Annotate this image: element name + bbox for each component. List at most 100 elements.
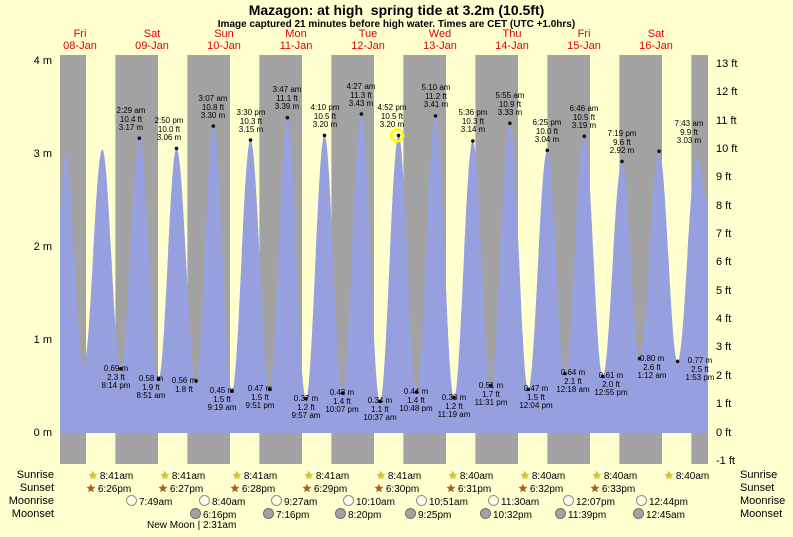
tide-point-dot: [359, 112, 364, 116]
y-axis-label-right: 0 ft: [716, 427, 732, 439]
day-label: Fri 15-Jan: [567, 28, 601, 52]
y-axis-label-right: 9 ft: [716, 171, 732, 183]
tide-point-dot: [137, 136, 142, 140]
sunrise-icon: ★: [448, 470, 458, 482]
tide-point-dot: [396, 133, 401, 138]
moonrise-entry: 11:30am: [488, 495, 540, 508]
tide-point-dot: [378, 399, 382, 404]
moonrise-time: 10:10am: [356, 497, 395, 508]
tide-point-dot: [637, 356, 642, 361]
moonset-entry: 9:25pm: [405, 508, 452, 521]
day-label: Tue 12-Jan: [351, 28, 385, 52]
moonrise-icon: [563, 495, 574, 506]
moonset-icon: [480, 508, 491, 519]
high-tide-annotation: 6:25 pm 10.0 ft 3.04 m: [532, 118, 562, 144]
moonset-icon: [263, 508, 274, 519]
sunrise-entry: ★ 8:41am: [88, 469, 133, 482]
sunrise-time: 8:40am: [675, 471, 710, 482]
sunset-entry: ★ 6:33pm: [590, 482, 635, 495]
high-tide-annotation: 2:29 am 10.4 ft 3.17 m: [116, 106, 146, 132]
low-tide-annotation: 0.47 m 1.5 ft 12:04 pm: [519, 384, 553, 410]
tide-point-dot: [322, 133, 327, 138]
day-label: Wed 13-Jan: [423, 28, 457, 52]
y-axis-label-right: 3 ft: [716, 341, 732, 353]
day-label: Sun 10-Jan: [207, 28, 241, 52]
sunset-time: 6:31pm: [457, 484, 492, 495]
y-axis-label-right: 2 ft: [716, 370, 732, 382]
low-tide-annotation: 0.44 m 1.4 ft 10:48 pm: [399, 387, 433, 413]
sunrise-entry: ★ 8:41am: [376, 469, 421, 482]
low-tide-annotation: 0.61 m 2.0 ft 12:55 pm: [594, 371, 628, 397]
sunset-icon: ★: [86, 483, 96, 495]
moonset-icon: [190, 508, 201, 519]
y-axis-label-right: 10 ft: [716, 143, 738, 155]
high-tide-annotation: 3:30 pm 10.3 ft 3.15 m: [236, 108, 266, 134]
y-axis-label-right: 8 ft: [716, 200, 732, 212]
high-tide-annotation: 6:46 am 10.5 ft 3.19 m: [569, 104, 599, 130]
chart-title: Mazagon: at high spring tide at 3.2m (10…: [248, 2, 545, 18]
sunrise-time: 8:41am: [315, 471, 350, 482]
day-label: Fri 08-Jan: [63, 28, 97, 52]
moonrise-icon: [416, 495, 427, 506]
sunrise-icon: ★: [520, 470, 530, 482]
low-tide-annotation: 0.51 m 1.7 ft 11:31 pm: [474, 381, 508, 407]
moonrise-icon: [636, 495, 647, 506]
moonrise-entry: 10:51am: [416, 495, 468, 508]
moonset-entry: 11:39pm: [555, 508, 607, 521]
tide-point-dot: [211, 124, 216, 128]
sunset-entry: ★ 6:31pm: [446, 482, 492, 495]
sunset-entry: ★ 6:26pm: [86, 482, 131, 495]
moonset-icon: [633, 508, 644, 519]
moonset-row-label-left: Moonset: [11, 508, 54, 520]
y-axis-label-right: 13 ft: [716, 58, 738, 70]
moonrise-entry: 12:07pm: [563, 495, 615, 508]
sunrise-icon: ★: [88, 470, 98, 482]
sunset-time: 6:29pm: [313, 484, 348, 495]
new-moon-note: New Moon | 2:31am: [147, 520, 237, 531]
moonset-icon: [555, 508, 566, 519]
moonrise-time: 8:40am: [212, 497, 246, 508]
moonrise-entry: 12:44pm: [636, 495, 688, 508]
sunset-time: 6:28pm: [241, 484, 276, 495]
sunset-icon: ★: [374, 483, 384, 495]
sunset-icon: ★: [518, 483, 528, 495]
high-tide-annotation: 5:55 am 10.9 ft 3.33 m: [495, 91, 525, 117]
sunrise-row-label-left: Sunrise: [16, 469, 54, 481]
moonrise-time: 11:30am: [501, 497, 540, 508]
tide-point-dot: [657, 149, 661, 153]
moonset-icon: [335, 508, 346, 519]
high-tide-annotation: 4:27 am 11.3 ft 3.43 m: [346, 82, 376, 108]
moonrise-time: 12:07pm: [576, 497, 615, 508]
moonset-time: 11:39pm: [568, 510, 607, 521]
sunrise-time: 8:40am: [603, 471, 638, 482]
tide-point-dot: [194, 379, 198, 383]
moonrise-time: 7:49am: [139, 497, 173, 508]
moonset-time: 9:25pm: [418, 510, 452, 521]
high-tide-annotation: 3:47 am 11.1 ft 3.39 m: [272, 85, 302, 111]
y-axis-label-right: 1 ft: [716, 398, 732, 410]
sunrise-row-label-right: Sunrise: [740, 469, 778, 481]
moonset-time: 10:32pm: [493, 510, 532, 521]
sunset-entry: ★ 6:28pm: [230, 482, 276, 495]
moonrise-time: 12:44pm: [649, 497, 688, 508]
sunrise-icon: ★: [376, 470, 386, 482]
moonrise-entry: 8:40am: [199, 495, 246, 508]
tide-point-dot: [230, 389, 234, 393]
high-tide-annotation: 4:10 pm 10.5 ft 3.20 m: [310, 103, 340, 129]
low-tide-annotation: 0.38 m 1.2 ft 11:19 am: [437, 393, 471, 419]
sunset-time: 6:30pm: [385, 484, 420, 495]
moonset-entry: 8:20pm: [335, 508, 381, 521]
moonrise-icon: [199, 495, 210, 506]
high-tide-annotation: 7:19 pm 9.6 ft 2.92 m: [607, 129, 637, 155]
high-tide-annotation: 5:36 pm 10.3 ft 3.14 m: [458, 108, 488, 134]
y-axis-label-left: 2 m: [33, 241, 52, 253]
tide-point-dot: [526, 387, 530, 392]
tide-point-dot: [582, 134, 587, 139]
y-axis-label-right: 11 ft: [716, 115, 737, 127]
tide-point-dot: [285, 115, 290, 120]
tide-point-dot: [414, 390, 419, 394]
moonrise-time: 9:27am: [284, 497, 318, 508]
tide-point-dot: [471, 139, 475, 143]
low-tide-annotation: 0.69 m 2.3 ft 8:14 pm: [101, 364, 131, 390]
